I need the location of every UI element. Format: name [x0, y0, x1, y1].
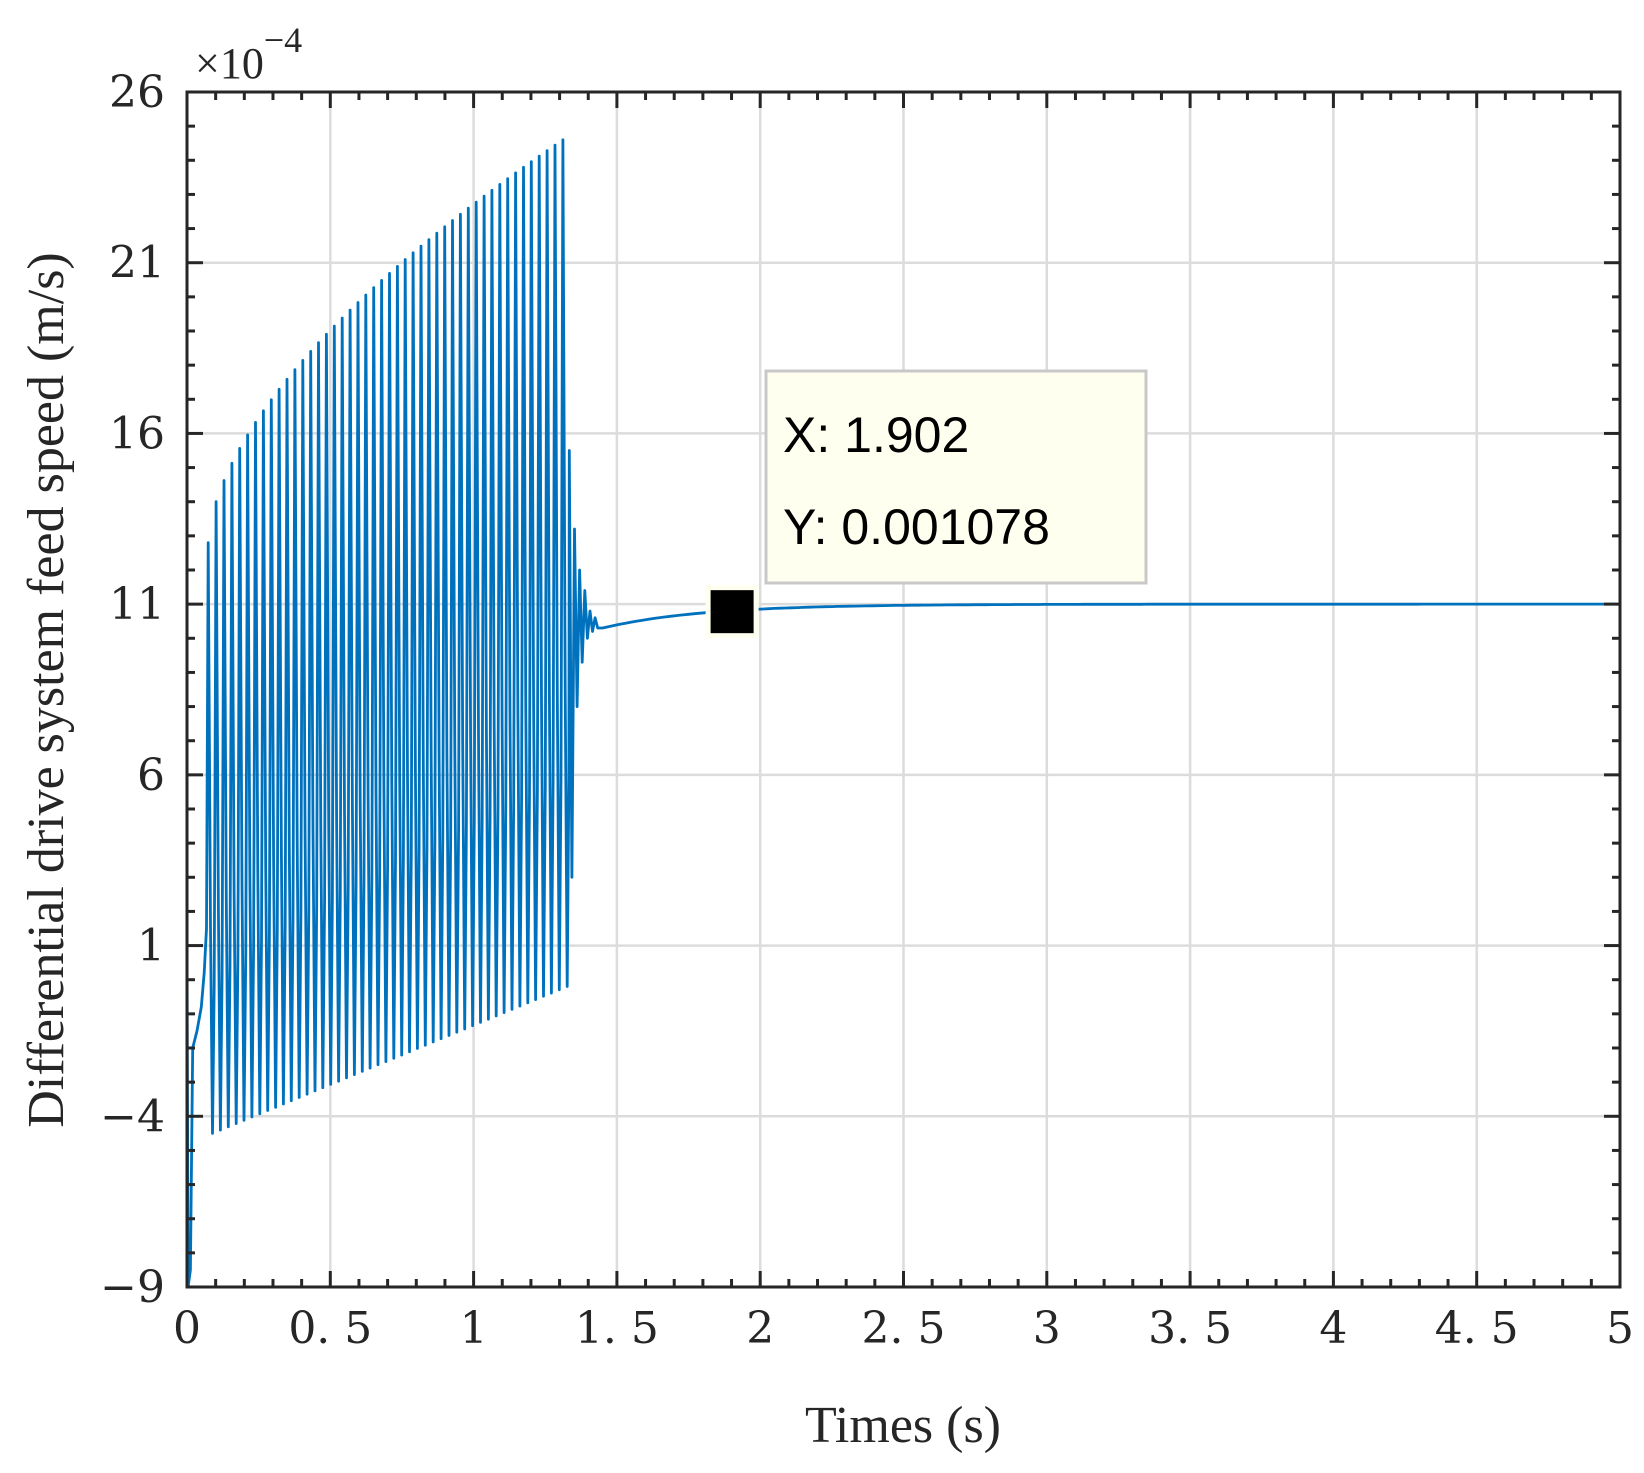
datatip[interactable]: X: 1.902 Y: 0.001078 — [705, 369, 1148, 639]
x-tick-labels: 0 0. 5 1 1. 5 2 2. 5 3 3. 5 4 4. 5 5 — [173, 1303, 1634, 1354]
datatip-y-label: Y: 0.001078 — [783, 499, 1050, 555]
x-tick-label-8: 4 — [1319, 1303, 1347, 1354]
x-tick-label-6: 3 — [1033, 1303, 1061, 1354]
x-tick-label-9: 4. 5 — [1435, 1303, 1519, 1354]
y-tick-label-0: −9 — [100, 1262, 165, 1313]
grid-lines — [187, 92, 1620, 1287]
x-tick-label-3: 1. 5 — [575, 1303, 659, 1354]
y-tick-label-5: 16 — [109, 408, 165, 459]
x-tick-label-10: 5 — [1606, 1303, 1634, 1354]
x-tick-label-0: 0 — [173, 1303, 201, 1354]
datatip-x-label: X: 1.902 — [783, 407, 969, 463]
y-tick-label-7: 26 — [109, 67, 165, 118]
series-line — [185, 138, 1618, 1289]
x-tick-label-2: 1 — [460, 1303, 488, 1354]
x-tick-label-7: 3. 5 — [1148, 1303, 1232, 1354]
datatip-marker[interactable] — [705, 585, 759, 639]
y-tick-label-2: 1 — [137, 921, 165, 972]
axis-ticks — [185, 90, 1622, 1289]
y-exponent-label: ×10−4 — [195, 20, 302, 88]
y-tick-label-4: 11 — [109, 579, 165, 630]
x-tick-label-1: 0. 5 — [288, 1303, 372, 1354]
x-axis-label: Times (s) — [805, 1397, 1001, 1454]
series-group — [185, 138, 1618, 1289]
x-tick-label-4: 2 — [746, 1303, 774, 1354]
y-axis-label: Differential drive system feed speed (m/… — [18, 252, 75, 1128]
y-tick-label-3: 6 — [137, 750, 165, 801]
x-tick-label-5: 2. 5 — [862, 1303, 946, 1354]
datatip-box — [764, 369, 1148, 585]
y-exponent-power: −4 — [264, 20, 302, 60]
y-tick-label-1: −4 — [100, 1091, 165, 1142]
y-tick-label-6: 21 — [109, 238, 165, 289]
y-exponent-base: ×10 — [195, 39, 264, 88]
